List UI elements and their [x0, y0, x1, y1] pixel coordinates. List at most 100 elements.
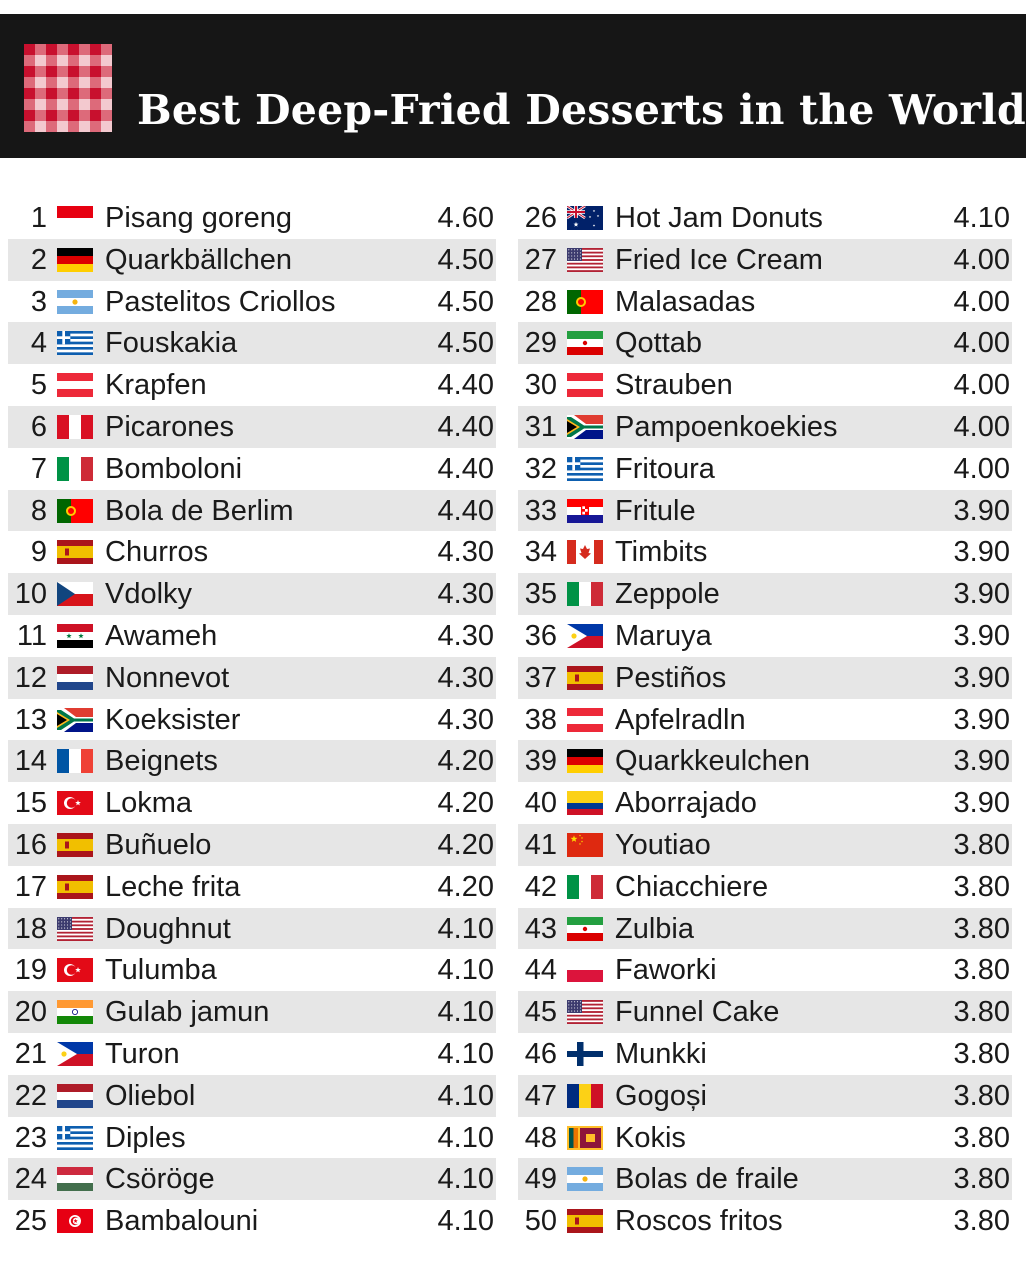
rank-label: 37	[524, 661, 557, 694]
rating-value: 4.10	[437, 996, 494, 1029]
dessert-name: Fritule	[615, 494, 696, 527]
rating-value: 4.20	[437, 828, 494, 861]
flag-tr-icon	[57, 958, 93, 983]
rank-label: 48	[524, 1121, 557, 1154]
table-row: 47 Gogoși 3.80	[518, 1074, 1012, 1117]
rating-value: 4.40	[437, 410, 494, 443]
dessert-name: Leche frita	[105, 870, 241, 903]
table-row: 7 Bomboloni 4.40	[8, 448, 496, 490]
rank-label: 49	[524, 1163, 557, 1196]
table-row: 35 Zeppole 3.90	[518, 573, 1012, 615]
flag-at-icon	[567, 707, 603, 732]
rank-label: 32	[524, 452, 557, 485]
rating-value: 4.30	[437, 703, 494, 736]
flag-ph-icon	[567, 623, 603, 648]
rating-value: 4.20	[437, 745, 494, 778]
rating-value: 4.50	[437, 243, 494, 276]
checkered-tablecloth-logo-icon	[24, 44, 112, 132]
page-title: Best Deep-Fried Desserts in the World	[137, 86, 1026, 134]
rank-label: 27	[524, 243, 557, 276]
rank-label: 19	[14, 954, 47, 987]
flag-ro-icon	[567, 1083, 603, 1108]
flag-ca-icon	[567, 540, 603, 565]
dessert-name: Quarkbällchen	[105, 243, 292, 276]
dessert-name: Fried Ice Cream	[615, 243, 823, 276]
table-row: 32 Fritoura 4.00	[518, 448, 1012, 490]
rating-value: 3.90	[953, 787, 1010, 820]
dessert-name: Krapfen	[105, 369, 207, 402]
flag-za-icon	[567, 414, 603, 439]
flag-au-icon	[567, 206, 603, 230]
table-row: 2 Quarkbällchen 4.50	[8, 238, 496, 281]
rating-value: 4.00	[953, 410, 1010, 443]
flag-us-icon	[567, 247, 603, 272]
flag-fr-icon	[57, 749, 93, 774]
dessert-name: Qottab	[615, 327, 703, 360]
ranking-column-left: 1 Pisang goreng 4.60 2 Quarkbällchen 4.50 3 Pas…	[8, 197, 496, 1242]
table-row: 26 Hot Jam Donuts 4.10	[518, 197, 1012, 239]
rating-value: 3.90	[953, 536, 1010, 569]
dessert-name: Zeppole	[615, 578, 720, 611]
flag-es-icon	[57, 540, 93, 565]
rank-label: 21	[14, 1037, 47, 1070]
table-row: 19 Tulumba 4.10	[8, 949, 496, 991]
rank-label: 46	[524, 1037, 557, 1070]
rank-label: 11	[16, 619, 47, 652]
flag-pe-icon	[57, 414, 93, 439]
rank-label: 8	[30, 494, 47, 527]
rating-value: 4.10	[437, 1163, 494, 1196]
flag-ir-icon	[567, 916, 603, 941]
dessert-name: Churros	[105, 536, 209, 569]
dessert-name: Beignets	[105, 745, 218, 778]
rank-label: 20	[14, 996, 47, 1029]
table-row: 46 Munkki 3.80	[518, 1033, 1012, 1075]
table-row: 36 Maruya 3.90	[518, 615, 1012, 657]
dessert-name: Tulumba	[105, 954, 217, 987]
flag-us-icon	[57, 916, 93, 941]
flag-gr-icon	[567, 456, 603, 481]
rank-label: 24	[14, 1163, 47, 1196]
dessert-name: Bolas de fraile	[615, 1163, 799, 1196]
rating-value: 4.40	[437, 452, 494, 485]
flag-sy-icon	[57, 623, 93, 648]
dessert-name: Chiacchiere	[615, 870, 769, 903]
table-row: 6 Picarones 4.40	[8, 405, 496, 448]
rank-label: 41	[524, 828, 557, 861]
rating-value: 4.10	[437, 1037, 494, 1070]
rating-value: 3.80	[953, 1205, 1010, 1238]
dessert-name: Pastelitos Criollos	[105, 285, 336, 318]
table-row: 41 Youtiao 3.80	[518, 823, 1012, 866]
rating-value: 4.10	[437, 1079, 494, 1112]
dessert-name: Nonnevot	[105, 661, 230, 694]
flag-ir-icon	[567, 331, 603, 356]
dessert-name: Youtiao	[615, 828, 711, 861]
rating-value: 4.30	[437, 578, 494, 611]
rating-value: 4.40	[437, 369, 494, 402]
rank-label: 2	[30, 243, 47, 276]
table-row: 37 Pestiños 3.90	[518, 656, 1012, 699]
rating-value: 4.00	[953, 285, 1010, 318]
table-row: 12 Nonnevot 4.30	[8, 656, 496, 699]
rank-label: 30	[524, 369, 557, 402]
flag-at-icon	[567, 373, 603, 398]
dessert-name: Zulbia	[615, 912, 694, 945]
flag-fi-icon	[567, 1041, 603, 1066]
dessert-name: Malasadas	[615, 285, 756, 318]
dessert-name: Fouskakia	[105, 327, 238, 360]
table-row: 45 Funnel Cake 3.80	[518, 991, 1012, 1033]
flag-pt-icon	[567, 289, 603, 314]
flag-it-icon	[567, 582, 603, 607]
flag-nl-icon	[57, 1083, 93, 1108]
dessert-name: Pampoenkoekies	[615, 410, 838, 443]
table-row: 49 Bolas de fraile 3.80	[518, 1158, 1012, 1201]
dessert-name: Munkki	[615, 1037, 707, 1070]
flag-at-icon	[57, 373, 93, 398]
dessert-name: Oliebol	[105, 1079, 196, 1112]
rating-value: 4.10	[953, 202, 1010, 234]
table-row: 21 Turon 4.10	[8, 1033, 496, 1075]
rank-label: 1	[30, 202, 47, 234]
rank-label: 9	[30, 536, 47, 569]
rating-value: 4.00	[953, 369, 1010, 402]
rating-value: 4.30	[437, 661, 494, 694]
dessert-name: Gogoși	[615, 1079, 707, 1112]
